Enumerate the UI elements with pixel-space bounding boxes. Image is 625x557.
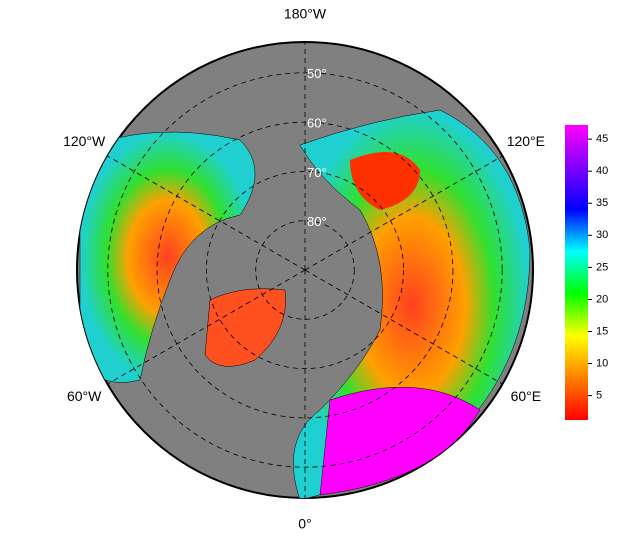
latitude-label: 70° [307,165,327,180]
meridian [107,155,306,271]
colorbar-tick-label: 40 [596,165,608,177]
meridian [304,155,503,271]
longitude-label: 0° [298,516,311,532]
colorbar-tick-label: 20 [596,293,608,305]
longitude-label: 120°W [63,133,106,149]
longitude-label: 60°W [67,388,102,404]
latitude-circle [255,220,355,320]
colorbar-tick-label: 15 [596,325,608,337]
colorbar-tick-label: 25 [596,261,608,273]
europe [319,386,481,496]
longitude-label: 60°E [511,388,542,404]
latitude-circle [205,170,404,369]
colorbar-tick-label: 45 [596,133,608,145]
latitude-label: 80° [307,214,327,229]
greenland [204,288,286,367]
colorbar [565,125,588,420]
polar-map [76,41,534,499]
meridian [304,269,503,385]
colorbar-tick-label: 10 [596,357,608,369]
colorbar-tick-label: 30 [596,229,608,241]
land [79,109,531,498]
latitude-label: 50° [307,66,327,81]
colorbar-tick-label: 5 [596,390,602,402]
longitude-label: 120°E [507,133,545,149]
latitude-circle [107,72,503,468]
longitude-label: 180°W [284,6,327,22]
siberia [350,152,420,210]
meridian [107,269,306,385]
latitude-label: 60° [307,116,327,131]
north-america [79,131,256,383]
colorbar-tick-label: 35 [596,197,608,209]
